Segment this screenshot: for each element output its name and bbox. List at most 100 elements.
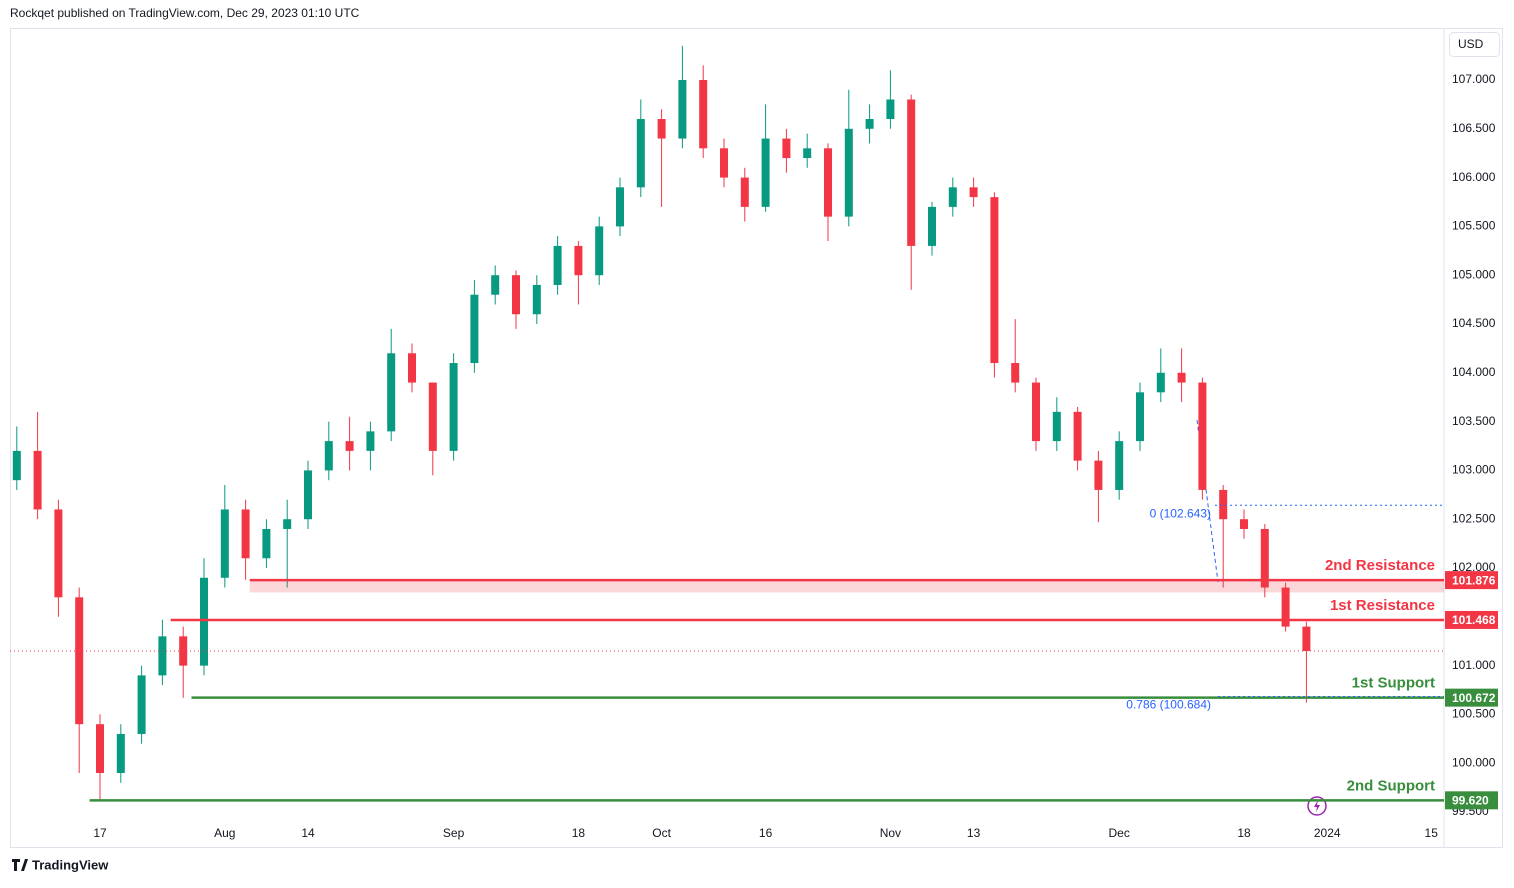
candle-body	[116, 733, 125, 774]
y-tick-label: 105.500	[1452, 219, 1496, 233]
x-tick-label: 13	[967, 826, 981, 840]
candle-body	[54, 509, 63, 598]
fib-trend-line	[1196, 419, 1219, 583]
frame	[10, 28, 1503, 848]
level-name: 2nd Resistance	[1325, 557, 1435, 574]
candle-body	[491, 275, 500, 295]
candle-body	[200, 577, 208, 666]
candle-body	[1156, 372, 1165, 393]
level-price-box	[1445, 688, 1498, 707]
candle-body	[12, 450, 21, 481]
y-tick-label: 103.500	[1452, 414, 1496, 428]
candle-body	[1281, 587, 1290, 627]
level-price: 101.876	[1452, 573, 1496, 587]
x-tick-label: 18	[572, 826, 586, 840]
candle-body	[720, 148, 728, 178]
candle-body	[907, 99, 916, 246]
candle-body	[1032, 382, 1040, 442]
footer-logo: TradingView	[12, 857, 109, 872]
candle-body	[574, 245, 583, 276]
candle-body	[283, 519, 292, 529]
candle-body	[636, 119, 645, 188]
y-tick-label: 107.000	[1452, 72, 1496, 86]
candle-body	[803, 148, 812, 159]
candle-body	[844, 128, 853, 217]
candle-body	[928, 206, 936, 246]
currency-button[interactable]	[1449, 32, 1500, 57]
candle-body	[886, 99, 895, 120]
candle-body	[179, 636, 188, 666]
candle-body	[470, 294, 479, 364]
x-tick-label: 17	[93, 826, 107, 840]
candle-body	[512, 275, 520, 315]
x-tick-label: 18	[1237, 826, 1251, 840]
candle-body	[1302, 626, 1311, 651]
candle-body	[657, 119, 666, 139]
y-tick-label: 100.500	[1452, 707, 1496, 721]
level-name: 1st Resistance	[1330, 597, 1435, 614]
level-price-box	[1445, 791, 1498, 810]
candle-body	[324, 441, 333, 471]
candle-body	[616, 187, 624, 227]
candle-body	[595, 226, 604, 276]
candle-body	[553, 245, 562, 285]
fib-label: 0 (102.643)	[1150, 506, 1211, 520]
candle-body	[782, 138, 791, 159]
level-price: 99.620	[1452, 794, 1489, 808]
candle-body	[1260, 528, 1269, 588]
candle-body	[96, 724, 104, 774]
x-tick-label: 2024	[1314, 826, 1341, 840]
y-tick-label: 104.000	[1452, 365, 1496, 379]
candle-body	[990, 197, 999, 364]
x-tick-label: Dec	[1109, 826, 1130, 840]
candle-body	[1219, 489, 1228, 520]
candle-body	[1198, 382, 1207, 490]
candle-body	[137, 675, 146, 734]
candle-body	[678, 79, 687, 139]
candle-body	[262, 528, 271, 559]
level-price-box	[1445, 571, 1498, 590]
y-tick-label: 103.000	[1452, 463, 1496, 477]
candle-body	[33, 450, 42, 510]
y-tick-label: 106.000	[1452, 170, 1496, 184]
brand: TradingView	[32, 857, 109, 872]
y-tick-label: 105.000	[1452, 267, 1496, 281]
candle-body	[1177, 372, 1186, 383]
candle-body	[1011, 363, 1020, 383]
candle-body	[1240, 519, 1248, 529]
x-tick-label: Oct	[652, 826, 671, 840]
level-price: 101.468	[1452, 613, 1496, 627]
currency[interactable]: USD	[1458, 37, 1484, 51]
fib-label: 0.786 (100.684)	[1126, 698, 1211, 712]
y-tick-label: 102.500	[1452, 511, 1496, 525]
candle-body	[824, 148, 832, 217]
level-name: 1st Support	[1352, 675, 1435, 692]
candle-body	[1052, 411, 1061, 442]
candle-body	[241, 509, 250, 559]
candle-body	[304, 470, 312, 520]
candle-body	[699, 79, 708, 149]
x-tick-label: 16	[759, 826, 773, 840]
y-tick-label: 101.000	[1452, 658, 1496, 672]
candle-body	[1094, 460, 1103, 490]
logo-mark	[12, 859, 28, 871]
candle-body	[1115, 441, 1124, 490]
y-tick-label: 100.000	[1452, 755, 1496, 769]
candle-body	[428, 382, 437, 451]
candle-body	[75, 597, 84, 725]
candle-body	[532, 284, 541, 315]
header: Rockqet published on TradingView.com, De…	[10, 6, 360, 20]
candle-body	[345, 441, 354, 451]
alert-bolt[interactable]	[1314, 800, 1320, 812]
candle-body	[220, 509, 229, 578]
candle-body	[740, 177, 749, 207]
candle-body	[948, 187, 957, 207]
x-tick-label: 15	[1425, 826, 1439, 840]
x-tick-label: 14	[301, 826, 315, 840]
candle-body	[408, 353, 416, 383]
y-tick-label: 102.000	[1452, 560, 1496, 574]
y-tick-label: 104.500	[1452, 316, 1496, 330]
level-price-box	[1445, 610, 1498, 629]
candle-body	[158, 636, 167, 676]
